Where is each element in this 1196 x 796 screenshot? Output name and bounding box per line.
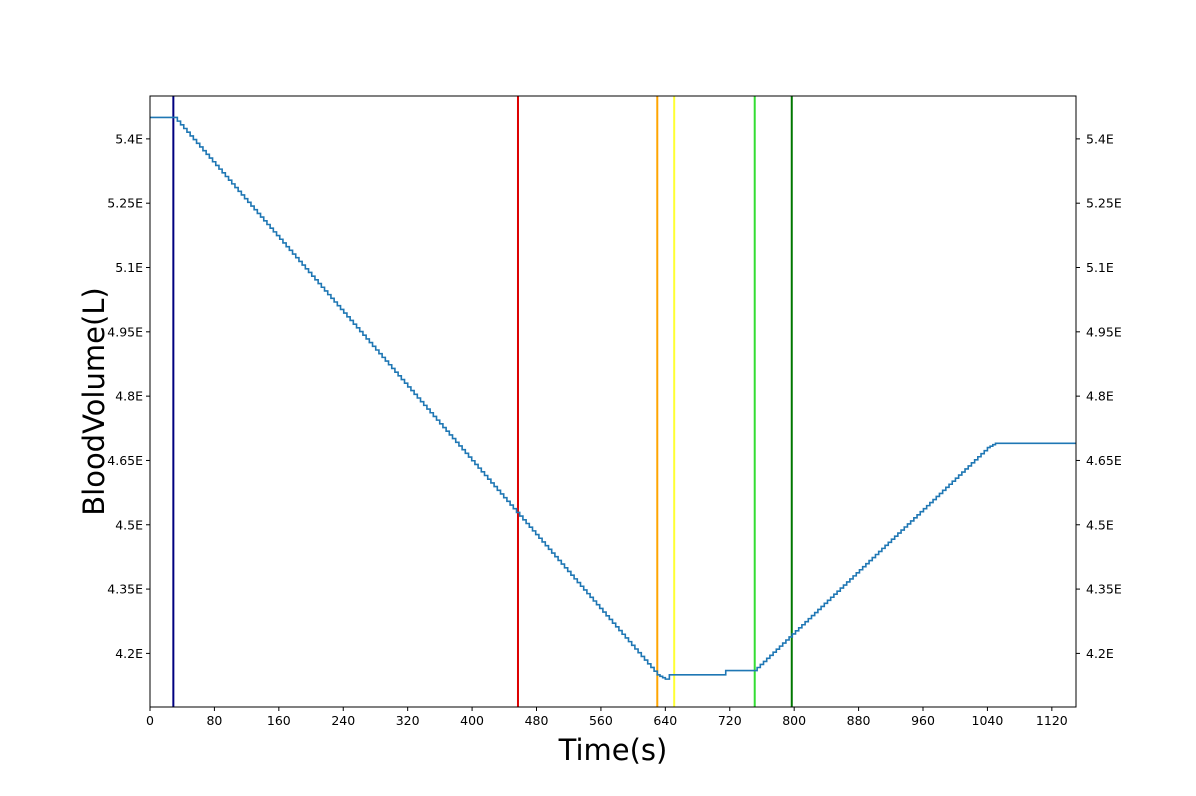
y-tick-label-right: 4.5E xyxy=(1086,517,1114,532)
y-tick-label-right: 5.4E xyxy=(1086,131,1114,146)
x-tick-label: 160 xyxy=(267,713,291,728)
y-axis-left: 4.2E 4.35E 4.5E 4.65E 4.8E 4.95E 5.1E 5.25E 5.4E xyxy=(107,131,150,661)
x-tick-label: 800 xyxy=(782,713,806,728)
plot-frame xyxy=(149,95,1077,708)
event-lines xyxy=(172,96,793,707)
x-tick-label: 880 xyxy=(847,713,871,728)
x-tick-label: 1120 xyxy=(1036,713,1068,728)
x-tick-label: 240 xyxy=(331,713,355,728)
y-tick-label-right: 4.95E xyxy=(1086,324,1122,339)
y-tick-label-left: 4.35E xyxy=(107,582,143,597)
x-axis-title: Time(s) xyxy=(558,733,668,767)
x-tick-label: 400 xyxy=(460,713,484,728)
y-tick-label-right: 4.8E xyxy=(1086,389,1114,404)
y-tick-label-left: 4.2E xyxy=(115,646,143,661)
x-tick-label: 480 xyxy=(525,713,549,728)
x-tick-label: 640 xyxy=(653,713,677,728)
series-line-group xyxy=(150,116,1076,680)
y-tick-label-left: 5.4E xyxy=(115,131,143,146)
y-tick-label-left: 4.5E xyxy=(115,517,143,532)
x-tick-label: 720 xyxy=(718,713,742,728)
series-line-0 xyxy=(150,116,1076,680)
x-tick-label: 560 xyxy=(589,713,613,728)
y-tick-label-left: 5.25E xyxy=(107,196,143,211)
y-tick-label-right: 4.65E xyxy=(1086,453,1122,468)
y-tick-label-left: 5.1E xyxy=(115,260,143,275)
x-axis: 0 80 160 240 320 400 480 560 640 720 800 880 960 1040… xyxy=(146,707,1068,728)
x-tick-label: 960 xyxy=(911,713,935,728)
x-tick-label: 80 xyxy=(206,713,222,728)
y-axis-right: 4.2E 4.35E 4.5E 4.65E 4.8E 4.95E 5.1E 5.25E 5.4E xyxy=(1076,131,1122,661)
y-tick-label-left: 4.65E xyxy=(107,453,143,468)
x-tick-label: 320 xyxy=(396,713,420,728)
x-tick-label: 1040 xyxy=(972,713,1004,728)
y-tick-label-right: 5.1E xyxy=(1086,260,1114,275)
y-tick-label-right: 4.2E xyxy=(1086,646,1114,661)
y-tick-label-right: 5.25E xyxy=(1086,196,1122,211)
x-tick-label: 0 xyxy=(146,713,154,728)
y-tick-label-right: 4.35E xyxy=(1086,582,1122,597)
y-tick-label-left: 4.8E xyxy=(115,389,143,404)
y-axis-title: BloodVolume(L) xyxy=(77,287,111,516)
y-tick-label-left: 4.95E xyxy=(107,324,143,339)
